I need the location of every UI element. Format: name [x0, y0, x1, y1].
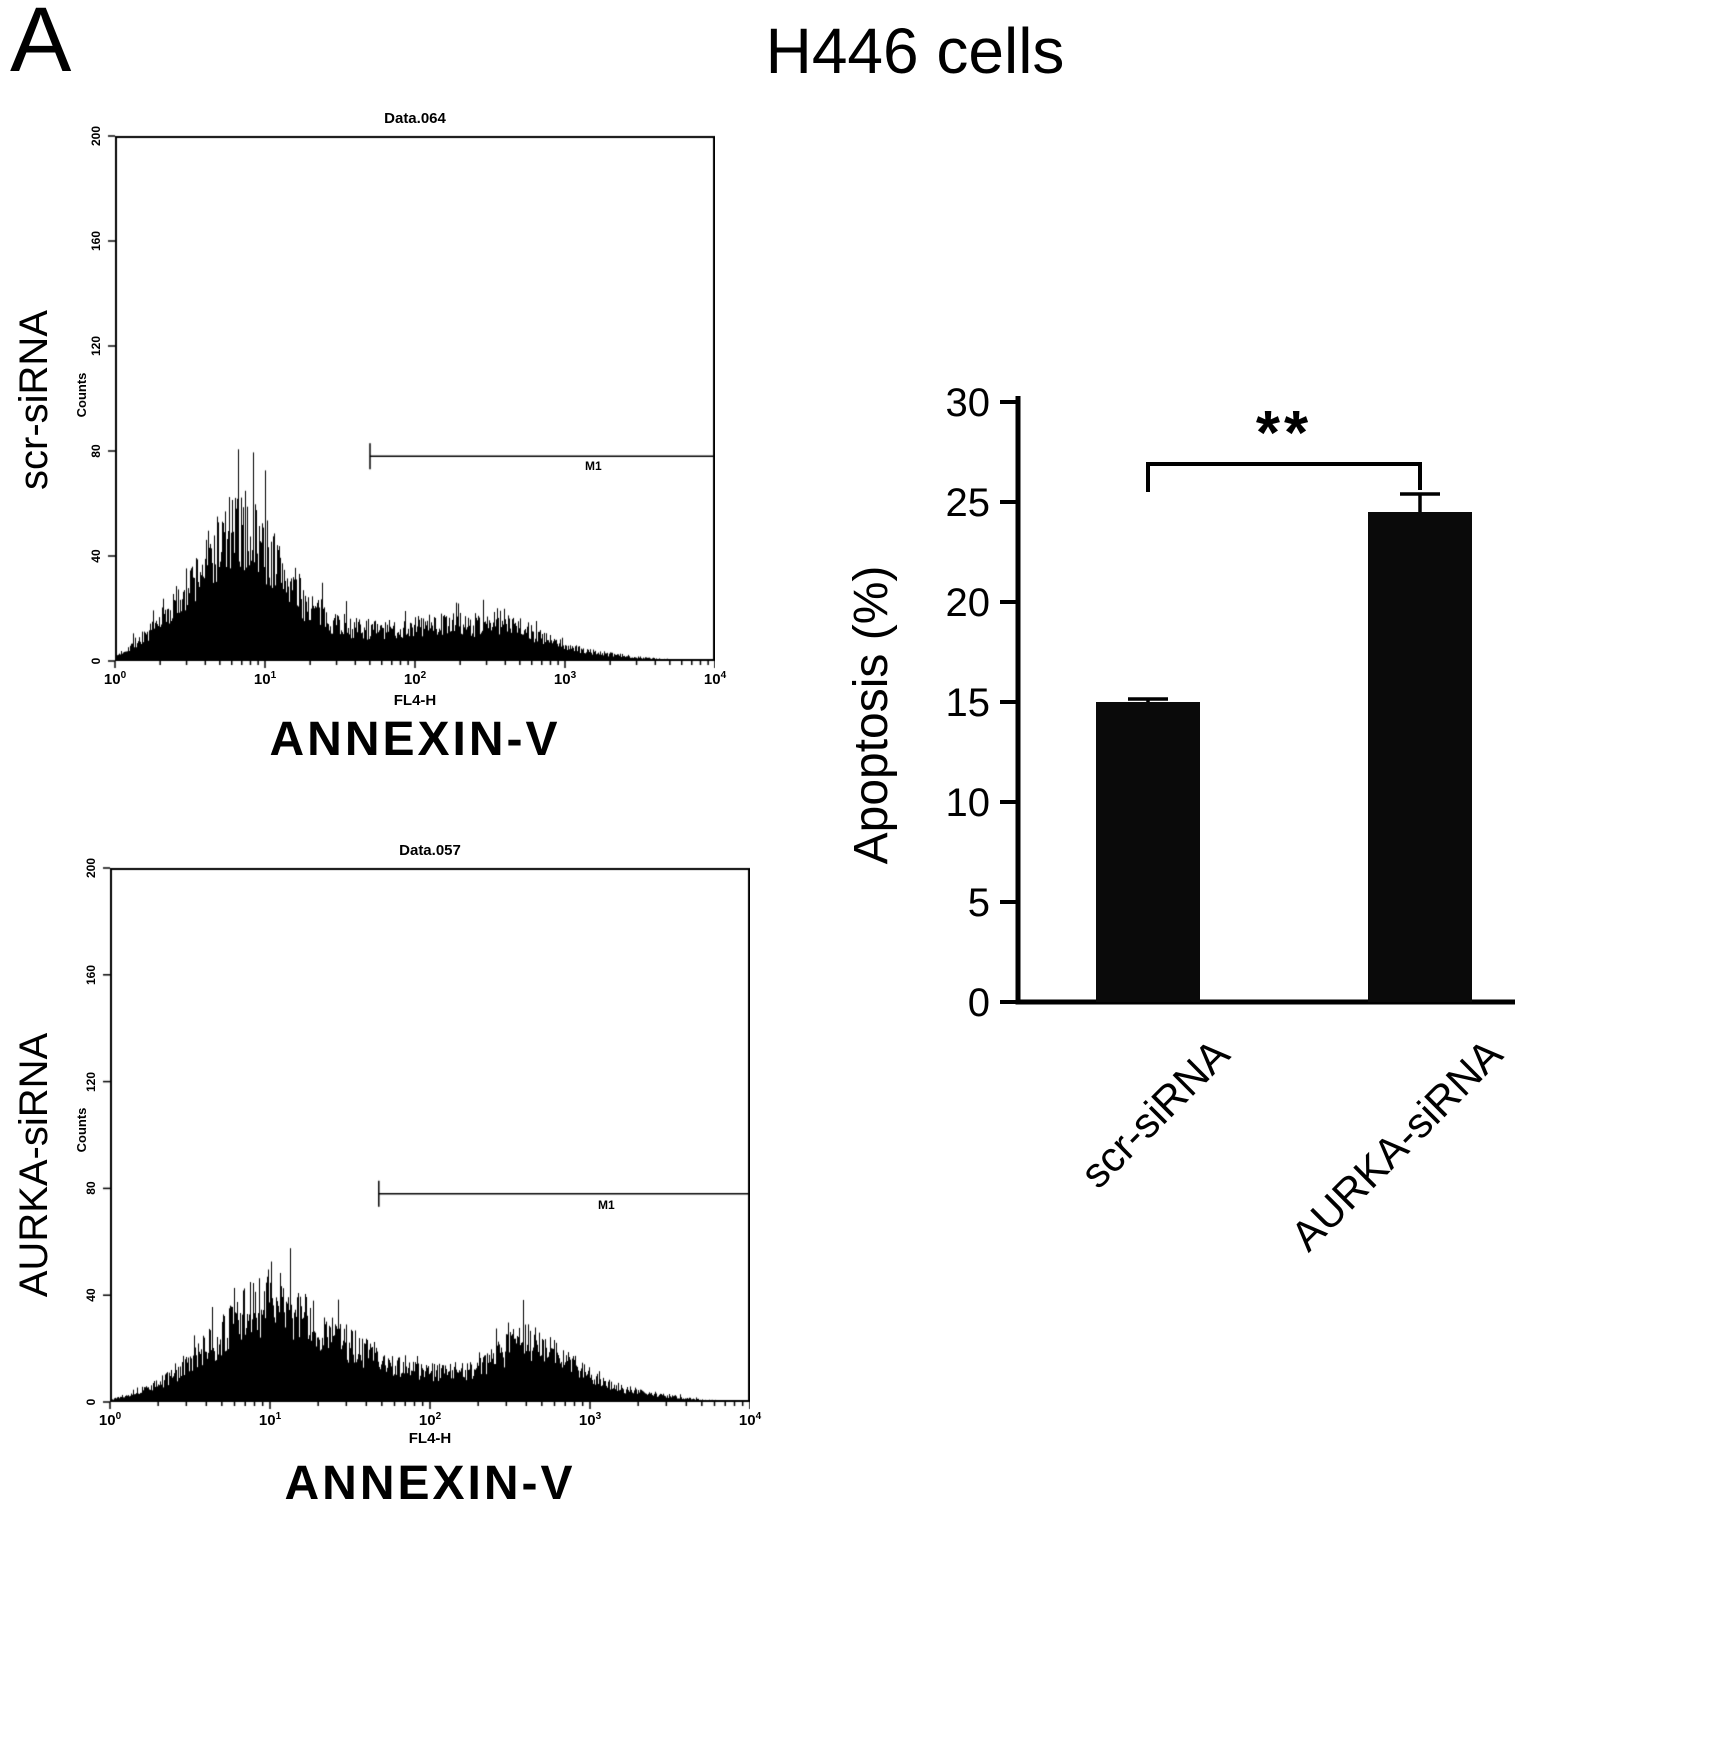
gate-m1-label-aurka: M1: [598, 1198, 615, 1212]
gate-m1-label-scr: M1: [585, 459, 602, 473]
bar-y-tick-label: 20: [946, 581, 991, 625]
flow-histogram-canvas-scr: [103, 134, 715, 673]
bar-scr-sirna: [1096, 702, 1200, 1002]
flow-x-tick-label: 101: [258, 1411, 282, 1429]
flow-y-tick-label: 80: [84, 1181, 98, 1196]
flow-y-tick-label: 200: [84, 857, 98, 879]
bar-y-tick-label: 0: [968, 981, 990, 1025]
flow-plot-title-scr: Data.064: [384, 110, 446, 127]
flow-histogram-canvas-aurka: [98, 866, 750, 1414]
flow-y-tick-label: 160: [89, 230, 103, 252]
flow-x-tick-label: 100: [103, 670, 127, 688]
panel-label: A: [10, 0, 72, 91]
bar-y-tick-label: 30: [946, 381, 991, 425]
flow-x-tick-label: 100: [98, 1411, 122, 1429]
flow-x-axis-label-scr: FL4-H: [393, 692, 437, 709]
flow-y-tick-label: 80: [89, 444, 103, 458]
flow-y-tick-label: 40: [84, 1288, 98, 1302]
significance-stars: **: [1255, 399, 1313, 468]
flow-x-axis-label-aurka: FL4-H: [408, 1430, 452, 1447]
annexin-v-label-aurka: ANNEXIN-V: [284, 1457, 576, 1510]
flow-x-tick-label: 101: [253, 670, 277, 688]
flow-y-axis-label-aurka: Counts: [74, 1107, 89, 1153]
flow-x-tick-label: 103: [578, 1411, 602, 1429]
flow-x-tick-label: 104: [738, 1411, 762, 1429]
annexin-v-label-scr: ANNEXIN-V: [269, 713, 561, 766]
flow-y-axis-label-scr: Counts: [74, 372, 89, 418]
flow-x-tick-label: 102: [403, 670, 427, 688]
flow-y-tick-label: 40: [89, 549, 103, 563]
flow-y-tick-label: 120: [84, 1071, 98, 1092]
bar-y-tick-label: 10: [946, 781, 991, 825]
bar-y-tick-label: 15: [946, 681, 991, 725]
apoptosis-bar-chart: 0 5 10 15 20 25 30: [946, 381, 1515, 1025]
bar-y-tick-label: 5: [968, 881, 990, 925]
flow-plot-title-aurka: Data.057: [399, 842, 461, 859]
condition-label-scr-sirna: scr-siRNA: [12, 310, 56, 490]
flow-y-tick-label: 200: [89, 125, 103, 147]
figure-title: H446 cells: [765, 15, 1065, 87]
condition-label-aurka-sirna: AURKA-siRNA: [12, 1032, 56, 1298]
flow-x-tick-label: 102: [418, 1411, 442, 1429]
flow-y-tick-label: 160: [84, 964, 98, 985]
flow-x-tick-label: 103: [553, 670, 577, 688]
flow-y-tick-label: 120: [89, 335, 103, 357]
bar-y-axis-label: Apoptosis (%): [845, 565, 898, 865]
bar-aurka-sirna: [1368, 512, 1472, 1002]
flow-x-tick-label: 104: [703, 670, 727, 688]
bar-y-tick-label: 25: [946, 481, 991, 525]
